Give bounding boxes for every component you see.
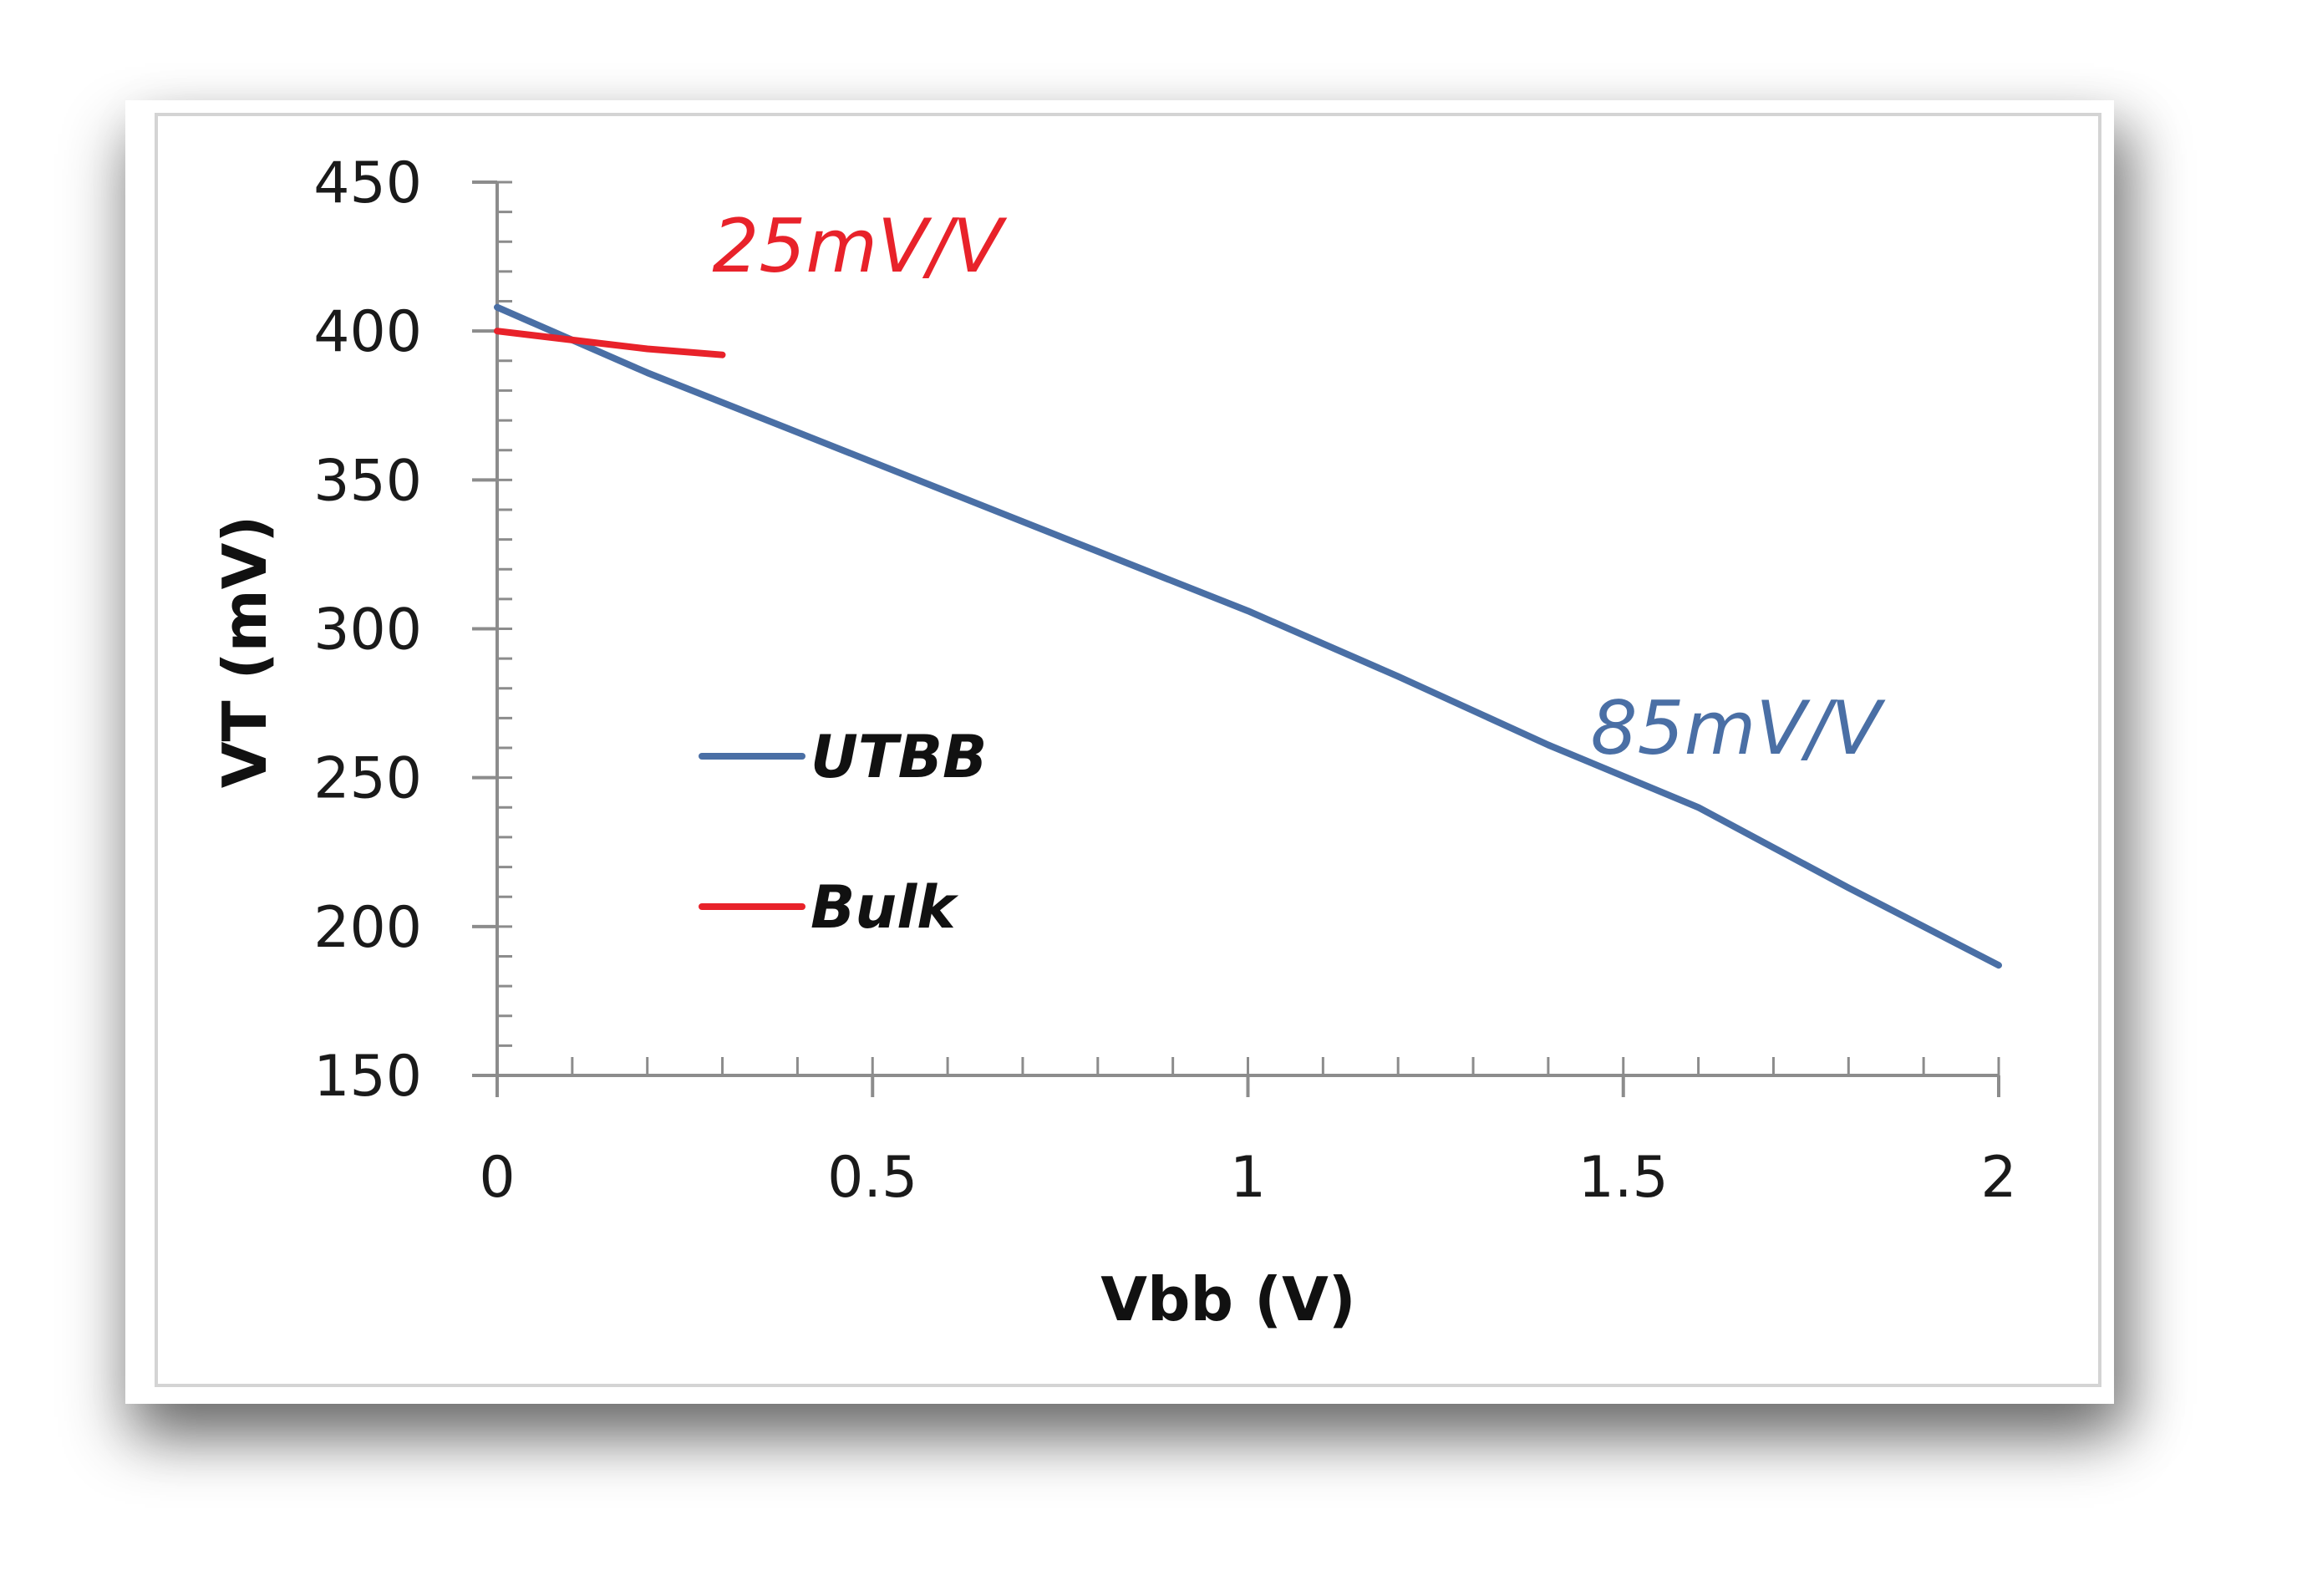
series-line-bulk (494, 328, 726, 358)
y-tick-label: 400 (313, 299, 422, 365)
x-tick-label: 0 (479, 1145, 515, 1211)
y-axis-title: VT (mV) (210, 516, 280, 788)
y-tick-label: 250 (313, 746, 422, 812)
y-tick-label: 300 (313, 597, 422, 663)
slope-annotation: 25mV/V (712, 203, 1008, 289)
x-tick-label: 2 (1980, 1145, 2016, 1211)
chart-panel (155, 113, 2101, 1387)
y-axis-ticks: 150 200 250 300 350 400 450 (313, 150, 497, 1110)
x-tick-label: 0.5 (827, 1145, 917, 1211)
series-line-utbb (494, 303, 2002, 969)
x-tick-label: 1.5 (1578, 1145, 1669, 1211)
x-tick-label: 1 (1230, 1145, 1266, 1211)
x-axis-title: Vbb (V) (1100, 1264, 1355, 1334)
axes (472, 180, 2000, 1077)
slope-annotation: 85mV/V (1591, 685, 1887, 771)
x-axis-ticks: 0 0.5 1 1.5 2 (479, 1075, 2017, 1211)
legend-label-bulk: Bulk (811, 873, 959, 942)
y-tick-label: 350 (313, 448, 422, 514)
y-tick-label: 200 (313, 895, 422, 961)
y-tick-label: 150 (313, 1044, 422, 1110)
y-tick-label: 450 (313, 150, 422, 216)
series-lines (494, 303, 2002, 969)
legend-label-utbb: UTBB (811, 723, 987, 791)
annotations: 25mV/V 85mV/V (712, 203, 1886, 771)
legend: UTBB Bulk (699, 723, 987, 942)
